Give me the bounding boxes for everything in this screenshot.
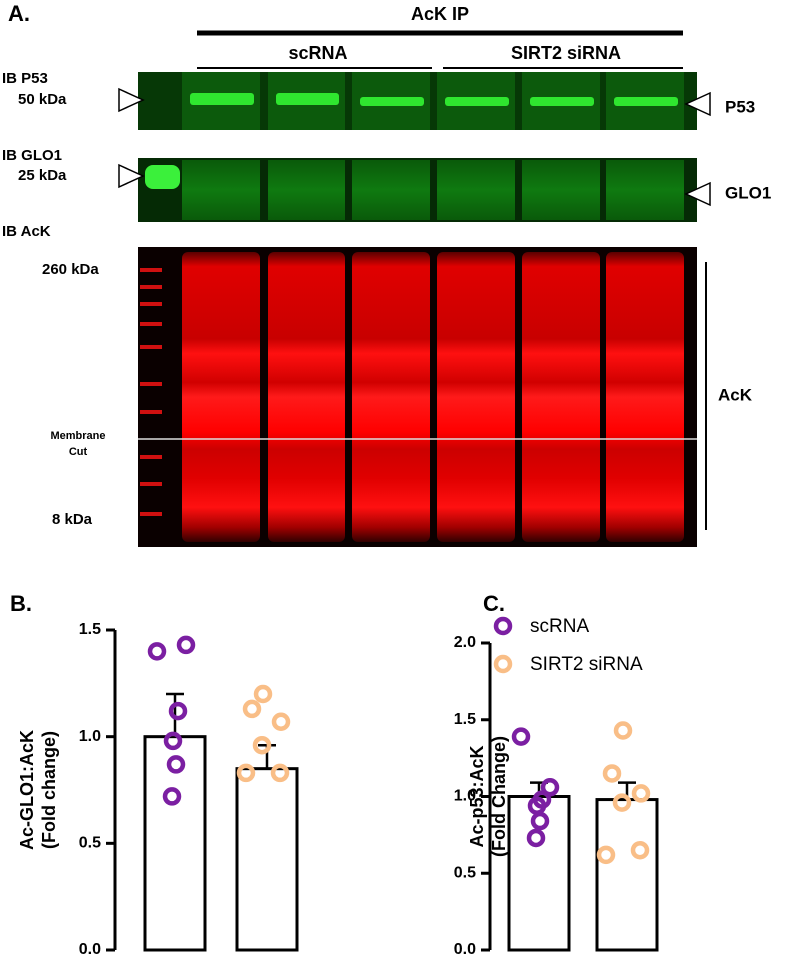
ladder-band — [140, 345, 162, 349]
marker-label: 8 kDa — [52, 511, 93, 528]
data-point — [168, 701, 188, 721]
legend-marker — [493, 654, 513, 674]
legend-label: SIRT2 siRNA — [530, 654, 643, 675]
blot-band — [276, 93, 339, 105]
blot-band — [530, 97, 594, 106]
blot-band — [360, 97, 424, 106]
data-point — [630, 840, 650, 860]
blot-band — [614, 97, 678, 106]
blot-lane — [437, 252, 515, 542]
marker-label: 50 kDa — [18, 91, 67, 108]
arrowhead — [684, 181, 711, 207]
ladder-band — [140, 382, 162, 386]
y-axis-label: (Fold Change) — [489, 736, 509, 857]
data-point — [163, 731, 183, 751]
arrowhead — [684, 91, 711, 117]
ib-label: IB P53 — [2, 70, 48, 87]
data-point — [270, 763, 290, 783]
blot-lane — [522, 160, 600, 220]
data-point — [540, 778, 560, 797]
blot-lane — [522, 252, 600, 542]
data-point — [166, 755, 186, 774]
panel-label: B. — [10, 591, 32, 616]
group-label: SIRT2 siRNA — [511, 43, 621, 63]
blot-lane — [145, 165, 180, 189]
blot-lane — [437, 160, 515, 220]
ladder-band — [140, 410, 162, 414]
panel-label: C. — [483, 591, 505, 616]
blot-images — [118, 72, 711, 547]
data-point — [596, 845, 616, 865]
ladder-band — [140, 285, 162, 289]
arrowhead — [118, 87, 145, 113]
data-point — [252, 735, 272, 755]
data-point — [526, 828, 546, 848]
y-tick-label: 0.5 — [454, 864, 476, 881]
ladder-band — [140, 322, 162, 326]
arrowhead — [118, 163, 145, 189]
blot-lane — [352, 160, 430, 220]
group-label: scRNA — [288, 43, 347, 63]
blot-band — [445, 97, 509, 106]
band-label: P53 — [725, 97, 755, 116]
bar — [507, 795, 571, 952]
ib-label: IB GLO1 — [2, 147, 62, 164]
band-label: AcK — [718, 385, 753, 404]
y-axis-label: Ac-GLO1:AcK — [17, 730, 37, 850]
cut-label: Membrane — [50, 430, 105, 442]
ladder-band — [140, 512, 162, 516]
data-point — [602, 764, 622, 783]
band-label: GLO1 — [725, 183, 771, 202]
blot-lane — [606, 160, 684, 220]
y-axis-label: (Fold change) — [39, 731, 59, 849]
data-point — [253, 684, 273, 704]
data-point — [530, 811, 550, 831]
y-tick-label: 1.5 — [79, 621, 101, 638]
y-tick-label: 0.0 — [79, 941, 101, 958]
panel-a: A. AcK IP scRNA SIRT2 siRNA IB P53 50 kD… — [2, 1, 771, 547]
blot-lane — [606, 252, 684, 542]
y-axis-label: Ac-p53:AcK — [467, 745, 487, 847]
data-point — [631, 784, 651, 803]
blot-lane — [268, 160, 345, 220]
data-point — [176, 635, 196, 655]
marker-label: 260 kDa — [42, 261, 99, 278]
y-tick-label: 1.0 — [79, 728, 101, 745]
marker-label: 25 kDa — [18, 167, 67, 184]
ladder-band — [140, 482, 162, 486]
bar — [143, 735, 207, 952]
y-tick-label: 1.5 — [454, 711, 476, 728]
ip-label: AcK IP — [411, 4, 469, 24]
ladder-band — [140, 302, 162, 306]
bar — [235, 767, 299, 952]
ladder-band — [140, 268, 162, 272]
legend-label: scRNA — [530, 616, 589, 637]
y-tick-label: 0.5 — [79, 835, 101, 852]
data-point — [271, 712, 291, 731]
data-point — [236, 763, 256, 783]
data-point — [511, 727, 531, 746]
data-point — [613, 721, 633, 740]
panel-label: A. — [8, 1, 30, 26]
blot-band — [190, 93, 254, 105]
data-point — [162, 787, 182, 806]
blot-lane — [268, 252, 345, 542]
y-tick-label: 1.0 — [454, 788, 476, 805]
y-tick-label: 0.0 — [454, 941, 476, 958]
legend-marker — [493, 616, 513, 636]
blot-lane — [182, 160, 260, 220]
blot-lane — [352, 252, 430, 542]
data-point — [242, 699, 262, 719]
blot-lane — [182, 252, 260, 542]
data-point — [147, 642, 167, 661]
y-tick-label: 2.0 — [454, 634, 476, 651]
ladder-band — [140, 455, 162, 459]
cut-label: Cut — [69, 446, 88, 458]
data-point — [612, 793, 632, 812]
ib-label: IB AcK — [2, 223, 51, 240]
bar — [595, 798, 659, 952]
